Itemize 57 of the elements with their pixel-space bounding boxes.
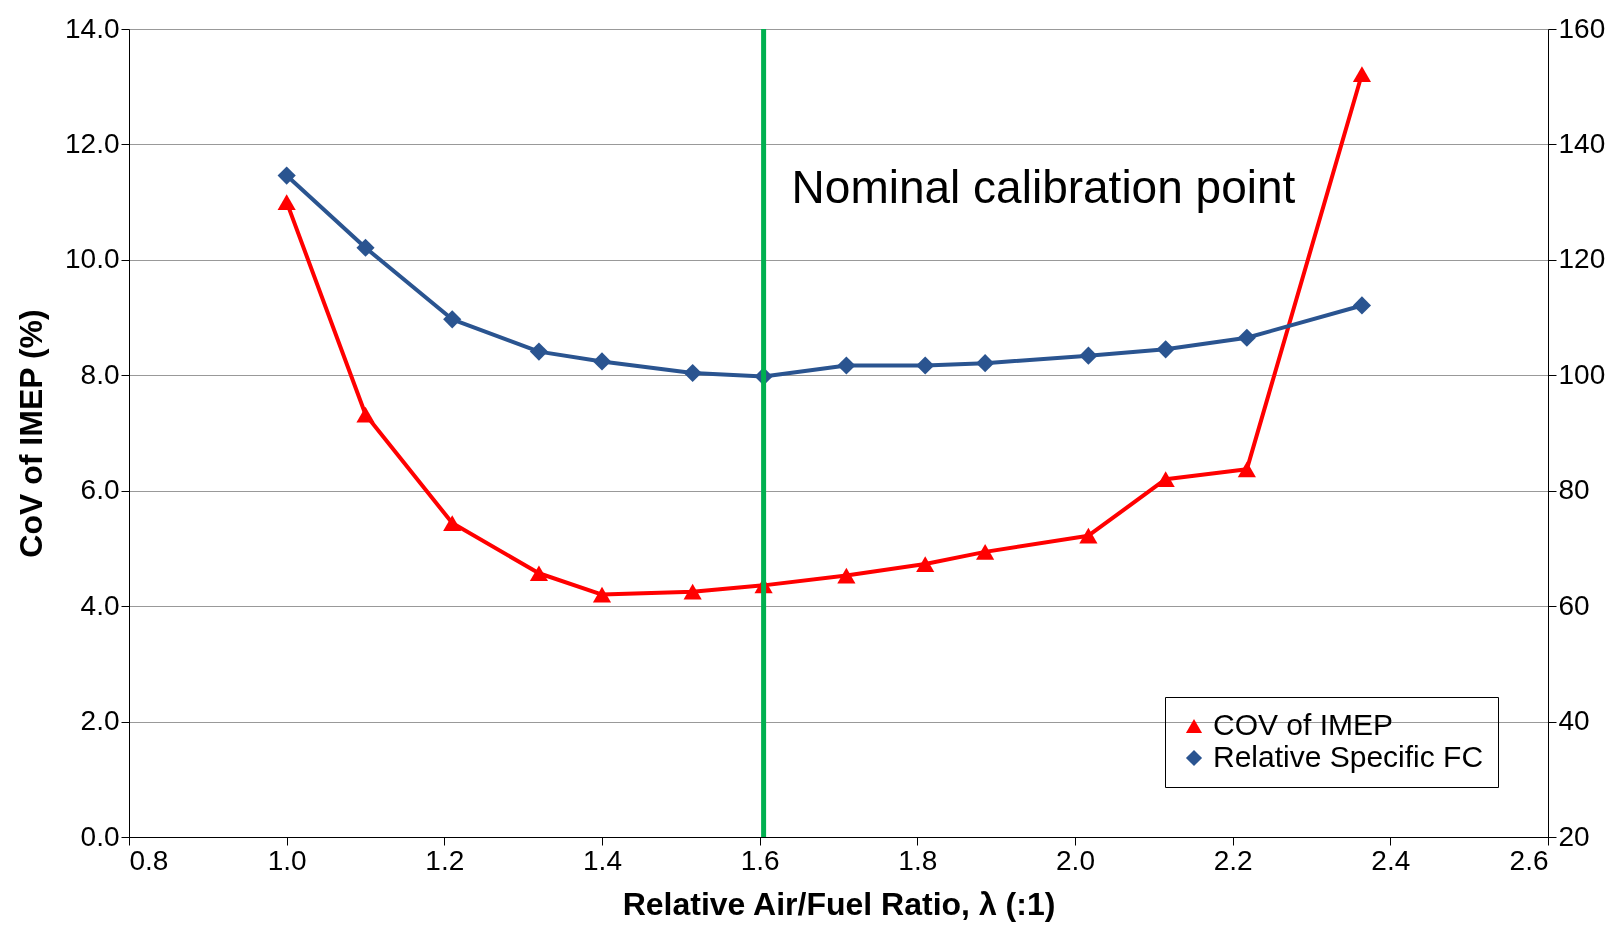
point xyxy=(1156,471,1175,488)
legend-label: COV of IMEP xyxy=(1213,708,1394,741)
x-tick-label: 1.6 xyxy=(740,844,780,876)
point xyxy=(529,342,549,361)
x-tick-label: 1.2 xyxy=(425,844,465,876)
x-axis-title: Relative Air/Fuel Ratio, λ (:1) xyxy=(622,885,1056,922)
y-tick-label: 6.0 xyxy=(80,474,120,506)
y-axis-title: CoV of IMEP (%) xyxy=(13,309,49,558)
x-tick-label: 2.2 xyxy=(1213,844,1253,876)
point xyxy=(592,586,612,603)
y-tick-label: 2.0 xyxy=(80,705,120,737)
point xyxy=(1352,296,1372,315)
y2-tick-label: 100 xyxy=(1558,358,1606,390)
point xyxy=(976,354,995,373)
x-tick-label: 0.8 xyxy=(129,844,169,876)
point xyxy=(443,515,462,531)
y-tick-label: 10.0 xyxy=(65,243,120,275)
y2-tick-label: 120 xyxy=(1558,243,1606,275)
y2-tick-label: 160 xyxy=(1558,12,1606,44)
y-tick-label: 0.0 xyxy=(80,820,120,852)
point xyxy=(277,166,296,185)
x-tick-label: 1.4 xyxy=(583,844,622,876)
point xyxy=(683,363,702,383)
x-tick-label: 2.6 xyxy=(1509,844,1549,876)
x-tick-label: 2.0 xyxy=(1056,844,1095,876)
point xyxy=(976,544,995,560)
y-tick-label: 4.0 xyxy=(80,589,120,621)
point xyxy=(443,310,462,329)
x-tick-label: 1.8 xyxy=(898,844,938,876)
point xyxy=(1079,527,1098,544)
point xyxy=(1237,461,1256,478)
x-tick-label: 2.4 xyxy=(1371,844,1411,876)
y-tick-label: 8.0 xyxy=(80,358,120,390)
legend-label: Relative Specific FC xyxy=(1213,740,1484,773)
point xyxy=(1237,328,1256,347)
point xyxy=(592,352,612,371)
point xyxy=(837,356,856,375)
point xyxy=(356,406,375,423)
point xyxy=(916,356,935,375)
point xyxy=(277,194,296,211)
y2-tick-label: 140 xyxy=(1558,127,1606,159)
y-tick-label: 14.0 xyxy=(65,12,120,44)
y-tick-label: 12.0 xyxy=(65,127,120,159)
ref-line-label: Nominal calibration point xyxy=(791,161,1296,213)
y2-tick-label: 20 xyxy=(1558,820,1590,852)
point xyxy=(837,567,856,584)
point xyxy=(1156,340,1175,359)
point xyxy=(1079,346,1098,365)
point xyxy=(683,583,702,600)
point xyxy=(529,565,549,582)
x-tick-label: 1.0 xyxy=(267,844,307,876)
point xyxy=(356,238,375,257)
y2-tick-label: 80 xyxy=(1558,474,1590,506)
point xyxy=(1352,66,1372,82)
y2-tick-label: 40 xyxy=(1558,705,1590,737)
point xyxy=(916,556,935,572)
y2-tick-label: 60 xyxy=(1558,589,1590,621)
